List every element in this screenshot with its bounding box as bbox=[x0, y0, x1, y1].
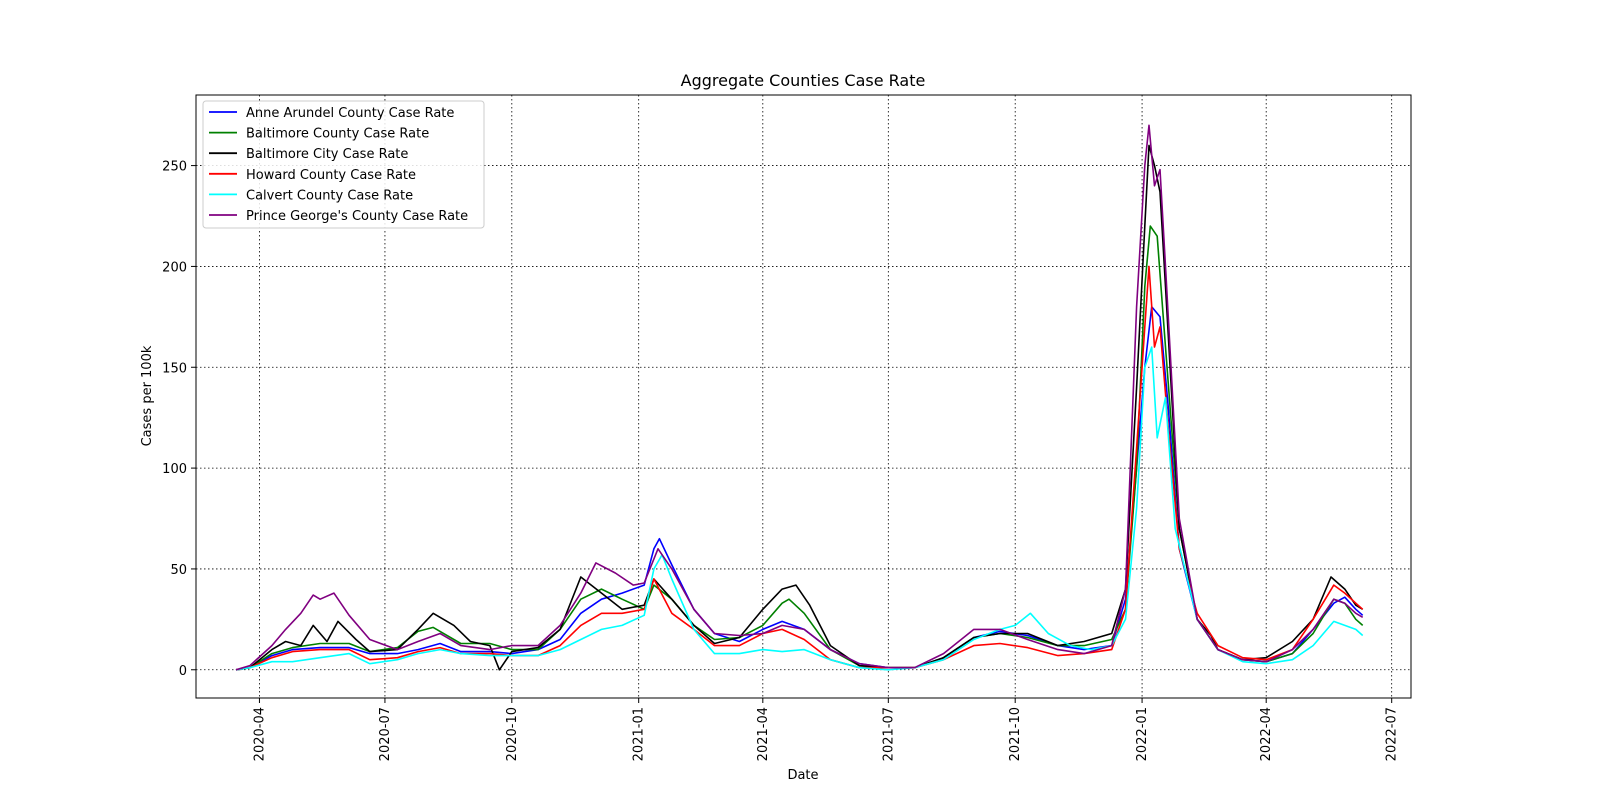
y-axis: 0 50 100 150 200 250 bbox=[162, 160, 196, 679]
series-line-6 bbox=[235, 124, 1364, 671]
x-tick-label: 2020-07 bbox=[378, 707, 393, 761]
legend-box bbox=[202, 100, 485, 229]
legend-entry: Howard County Case Rate bbox=[246, 168, 416, 183]
y-tick-label: 50 bbox=[170, 563, 187, 578]
x-tick-label: 2020-10 bbox=[505, 707, 520, 761]
x-tick-label: 2021-07 bbox=[881, 707, 896, 761]
x-tick-label: 2022-07 bbox=[1385, 707, 1400, 761]
x-axis-label: Date bbox=[787, 768, 818, 783]
series-line-5 bbox=[235, 346, 1364, 671]
legend-entry: Prince George's County Case Rate bbox=[246, 209, 468, 224]
y-axis-label: Cases per 100k bbox=[140, 345, 155, 446]
legend: Anne Arundel County Case Rate Baltimore C… bbox=[202, 100, 485, 229]
y-tick-label: 100 bbox=[162, 462, 187, 477]
series-line-1 bbox=[235, 305, 1364, 671]
plot-area-frame bbox=[195, 94, 1412, 699]
series-lines bbox=[235, 124, 1364, 671]
legend-entry: Baltimore County Case Rate bbox=[246, 127, 429, 142]
y-tick-label: 200 bbox=[162, 260, 187, 275]
x-tick-label: 2020-04 bbox=[252, 707, 267, 761]
y-tick-label: 0 bbox=[179, 664, 187, 679]
x-tick-label: 2022-01 bbox=[1135, 707, 1150, 761]
x-tick-label: 2021-04 bbox=[756, 707, 771, 761]
x-tick-label: 2022-04 bbox=[1259, 707, 1274, 761]
legend-entry: Baltimore City Case Rate bbox=[246, 147, 408, 162]
x-tick-label: 2021-01 bbox=[632, 707, 647, 761]
y-tick-label: 150 bbox=[162, 361, 187, 376]
y-tick-label: 250 bbox=[162, 160, 187, 175]
legend-entry: Calvert County Case Rate bbox=[246, 188, 413, 203]
x-tick-label: 2021-10 bbox=[1008, 707, 1023, 761]
x-axis: 2020-04 2020-07 2020-10 2021-01 2021-04 2021-… bbox=[252, 698, 1400, 761]
legend-entry: Anne Arundel County Case Rate bbox=[246, 106, 454, 121]
chart-title: Aggregate Counties Case Rate bbox=[681, 71, 926, 90]
